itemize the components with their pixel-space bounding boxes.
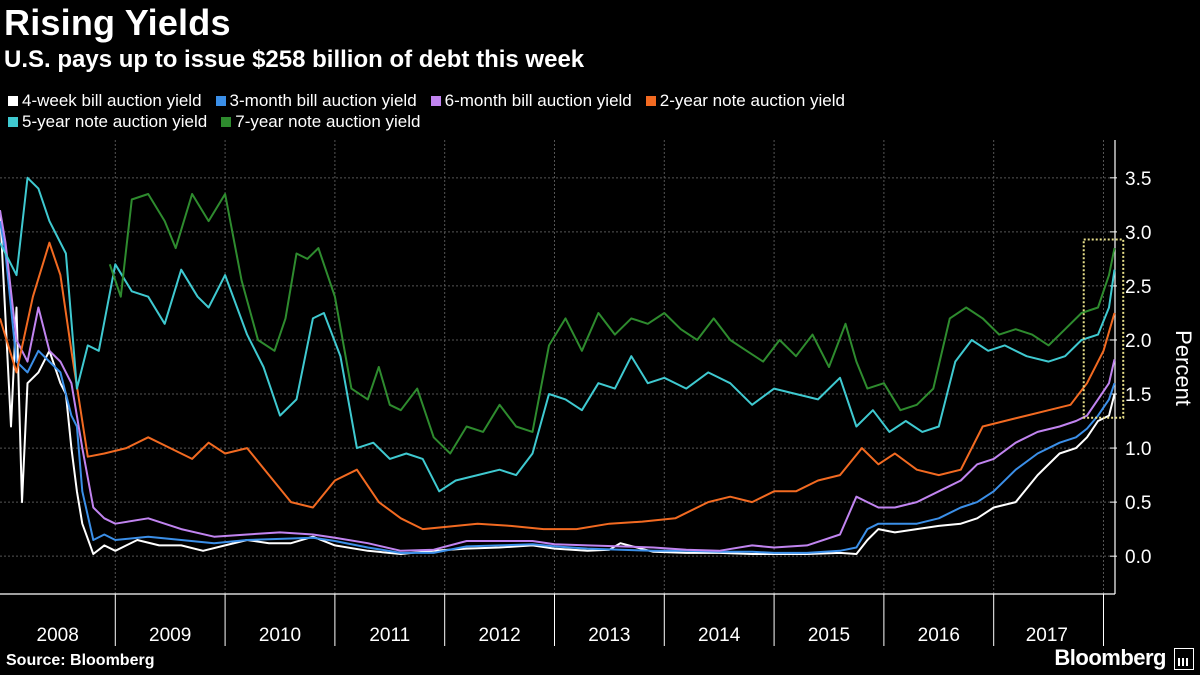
chart-title: Rising Yields — [4, 2, 231, 43]
y-tick-label: 0.5 — [1125, 493, 1151, 514]
legend-label: 2-year note auction yield — [659, 91, 845, 110]
source-note: Source: Bloomberg — [6, 652, 155, 669]
legend-swatch — [221, 116, 232, 127]
series-line — [0, 210, 1116, 552]
series-line — [0, 241, 1116, 531]
y-tick-label: 3.0 — [1125, 223, 1151, 244]
legend-item: 2-year note auction yield — [645, 90, 845, 111]
legend-label: 7-year note auction yield — [235, 112, 421, 131]
bloomberg-terminal-icon — [1174, 648, 1194, 670]
y-tick-label: 0.0 — [1125, 547, 1151, 568]
series-line — [0, 210, 1116, 555]
legend-item: 4-week bill auction yield — [8, 90, 202, 111]
legend-swatch — [215, 95, 226, 106]
bloomberg-logo: Bloomberg — [1054, 645, 1166, 670]
y-tick-label: 1.5 — [1125, 385, 1151, 406]
y-tick-label: 2.0 — [1125, 331, 1151, 352]
legend-label: 5-year note auction yield — [22, 112, 208, 131]
x-tick-label: 2015 — [808, 625, 850, 646]
legend-item: 7-year note auction yield — [221, 111, 420, 132]
x-tick-label: 2013 — [588, 625, 630, 646]
x-tick-label: 2017 — [1026, 625, 1068, 646]
legend-item: 6-month bill auction yield — [430, 90, 632, 111]
highlight-box — [1082, 238, 1125, 419]
legend-swatch — [645, 95, 656, 106]
legend-swatch — [8, 95, 18, 106]
x-tick-label: 2012 — [478, 625, 520, 646]
x-tick-label: 2014 — [698, 625, 741, 646]
chart-legend: 4-week bill auction yield 3-month bill au… — [8, 90, 1108, 132]
x-tick-label: 2011 — [369, 625, 410, 646]
y-axis-label: Percent — [1171, 330, 1196, 406]
x-tick-label: 2009 — [149, 625, 191, 646]
x-tick-label: 2008 — [37, 625, 79, 646]
series-line — [108, 193, 1116, 455]
legend-row: 5-year note auction yield 7-year note auc… — [8, 111, 1108, 132]
y-tick-label: 1.0 — [1125, 439, 1151, 460]
series-line — [0, 220, 1116, 554]
legend-item: 5-year note auction yield — [8, 111, 207, 132]
y-tick-label: 3.5 — [1125, 169, 1151, 190]
legend-label: 4-week bill auction yield — [22, 91, 202, 110]
legend-row: 4-week bill auction yield 3-month bill au… — [8, 90, 1108, 111]
legend-swatch — [8, 116, 18, 127]
legend-swatch — [430, 95, 441, 106]
legend-label: 3-month bill auction yield — [229, 91, 417, 110]
chart-subtitle: U.S. pays up to issue $258 billion of de… — [4, 46, 585, 73]
x-tick-label: 2016 — [918, 625, 960, 646]
x-tick-label: 2010 — [259, 625, 301, 646]
legend-item: 3-month bill auction yield — [215, 90, 417, 111]
y-tick-label: 2.5 — [1125, 277, 1151, 298]
legend-label: 6-month bill auction yield — [444, 91, 632, 110]
series-line — [0, 176, 1116, 493]
